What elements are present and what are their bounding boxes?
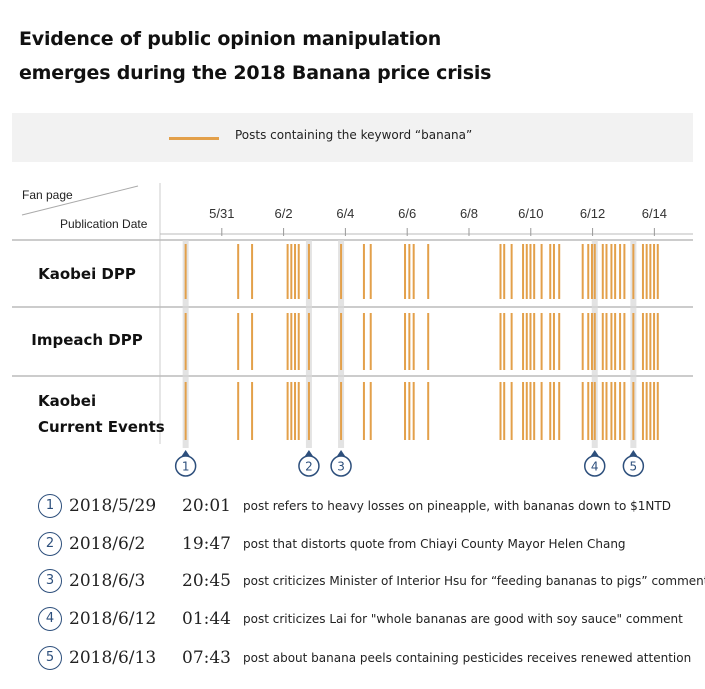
row-label-kaobei-dpp: Kaobei DPP	[12, 261, 162, 287]
x-tick-label: 6/14	[642, 206, 667, 221]
x-tick-label: 6/12	[580, 206, 605, 221]
annotation-number: 5	[38, 646, 62, 670]
annotation-date: 2018/6/12	[69, 609, 157, 629]
annotation-text: post about banana peels containing pesti…	[243, 651, 692, 665]
marker-circle	[622, 455, 645, 477]
fan-page-label: Fan page	[22, 188, 73, 202]
legend-swatch	[169, 137, 219, 140]
x-tick-label: 5/31	[209, 206, 234, 221]
x-tick-label: 6/4	[336, 206, 354, 221]
row-label-impeach-dpp: Impeach DPP	[12, 327, 162, 353]
marker-pointer	[337, 450, 346, 456]
marker-pointer	[181, 450, 190, 456]
row-label-line: Impeach DPP	[31, 331, 143, 349]
marker-circle	[174, 455, 197, 477]
marker-number: 5	[630, 460, 638, 474]
marker-circle	[330, 455, 352, 477]
annotation-time: 19:47	[182, 534, 231, 554]
annotation-time: 07:43	[182, 648, 231, 668]
title-line-1: Evidence of public opinion manipulation	[19, 28, 442, 50]
annotation-date: 2018/5/29	[69, 496, 157, 516]
marker-number: 3	[337, 460, 345, 474]
marker-pointer	[304, 450, 313, 456]
annotation-number: 4	[38, 607, 62, 631]
annotation-text: post criticizes Lai for "whole bananas a…	[243, 612, 683, 626]
row-label-line: Current Events	[38, 418, 165, 436]
marker-circle	[298, 455, 320, 477]
publication-date-label: Publication Date	[60, 217, 148, 231]
legend: Posts containing the keyword “banana”	[12, 113, 693, 162]
annotation-time: 20:45	[182, 571, 231, 591]
x-tick-label: 6/8	[460, 206, 478, 221]
annotation-date: 2018/6/3	[69, 571, 146, 591]
annotation-text: post that distorts quote from Chiayi Cou…	[243, 537, 626, 551]
marker-pointer	[629, 450, 638, 456]
marker-number: 1	[182, 460, 190, 474]
annotation-time: 01:44	[182, 609, 231, 629]
header-diagonal	[21, 185, 139, 216]
title-line-2: emerges during the 2018 Banana price cri…	[19, 62, 492, 84]
marker-pointer	[590, 450, 599, 456]
x-tick-label: 6/6	[398, 206, 416, 221]
legend-label: Posts containing the keyword “banana”	[235, 128, 473, 142]
marker-circle	[583, 455, 606, 477]
marker-number: 2	[305, 460, 313, 474]
row-label-line: Kaobei	[38, 392, 97, 410]
row-label-kaobei-current-events: Kaobei Current Events	[38, 388, 188, 440]
marker-number: 4	[591, 460, 599, 474]
annotation-text: post criticizes Minister of Interior Hsu…	[243, 574, 705, 588]
annotation-date: 2018/6/2	[69, 534, 146, 554]
timeline-chart: Fan page Publication Date 5/31 6/2 6/4 6/6 6…	[12, 183, 693, 477]
annotation-date: 2018/6/13	[69, 648, 157, 668]
annotation-number: 2	[38, 532, 62, 556]
x-tick-label: 6/10	[518, 206, 543, 221]
x-tick-label: 6/2	[275, 206, 293, 221]
annotation-number: 1	[38, 494, 62, 518]
annotation-time: 20:01	[182, 496, 231, 516]
row-label-line: Kaobei DPP	[38, 265, 136, 283]
annotation-text: post refers to heavy losses on pineapple…	[243, 499, 671, 513]
annotation-number: 3	[38, 569, 62, 593]
